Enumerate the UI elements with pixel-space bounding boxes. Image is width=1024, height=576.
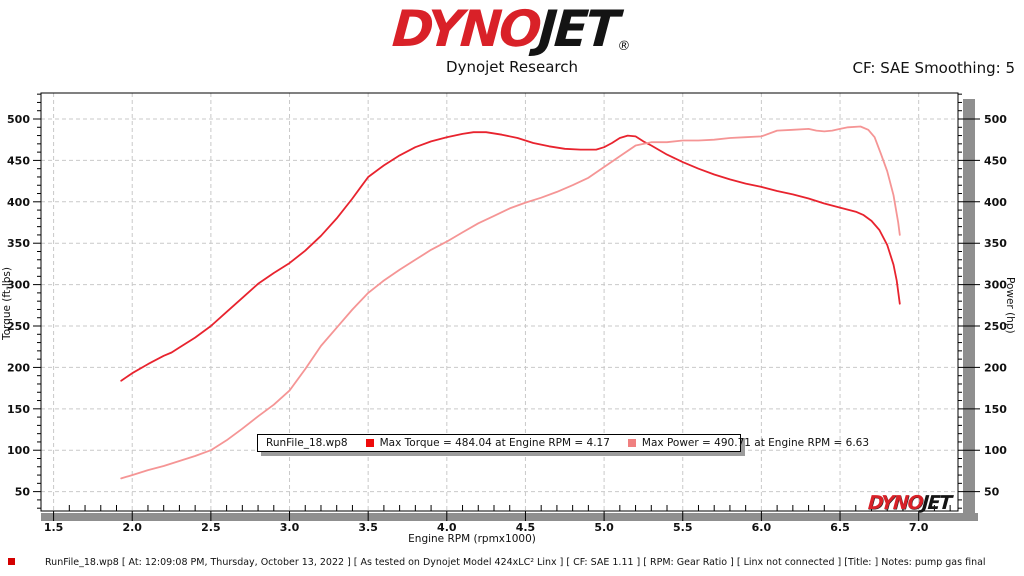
power-swatch-icon: [627, 439, 636, 447]
x-tick-label: 6.0: [752, 521, 772, 534]
status-bar: RunFile_18.wp8 [ At: 12:09:08 PM, Thursd…: [0, 552, 1024, 576]
x-tick-label: 5.5: [673, 521, 693, 534]
x-tick-label: 4.0: [437, 521, 457, 534]
zoom-scrollbars[interactable]: [41, 99, 978, 521]
torque-tick-label: 50: [15, 486, 31, 499]
torque-tick-label: 150: [7, 403, 30, 416]
torque-tick-label: 100: [7, 444, 30, 457]
power-tick-label: 200: [984, 361, 1007, 374]
y-axis-right: 50 100 150 200 250 300 350 400 450 500: [958, 93, 1007, 509]
y-axis-left: 50 100 150 200 250 300 350 400 450 500: [7, 93, 41, 509]
torque-tick-label: 500: [7, 113, 30, 126]
x-tick-label: 6.5: [830, 521, 850, 534]
torque-curve: [120, 131, 901, 382]
x-tick-label: 4.5: [516, 521, 536, 534]
power-tick-label: 150: [984, 403, 1007, 416]
x-tick-label: 1.5: [44, 521, 64, 534]
legend-torque-label: Max Torque = 484.04 at Engine RPM = 4.17: [379, 437, 610, 449]
axis-title-torque: Torque (ft-lbs): [1, 267, 13, 341]
power-tick-label: 500: [984, 113, 1007, 126]
power-tick-label: 400: [984, 196, 1007, 209]
power-tick-label: 300: [984, 279, 1007, 292]
x-tick-label: 2.0: [122, 521, 142, 534]
torque-tick-label: 450: [7, 154, 30, 167]
watermark-logo: DYNOJET: [867, 492, 952, 514]
watermark-jet-text: JET: [921, 492, 952, 514]
x-tick-label: 5.0: [594, 521, 614, 534]
x-axis: 1.5 2.0 2.5 3.0 3.5 4.0 4.5 5.0 5.5 6.0 6.5 7.0: [44, 505, 951, 534]
axis-title-rpm: Engine RPM (rpmx1000): [408, 533, 536, 545]
power-tick-label: 250: [984, 320, 1007, 333]
legend: RunFile_18.wp8 Max Torque = 484.04 at En…: [257, 434, 869, 452]
torque-tick-label: 250: [7, 320, 30, 333]
power-tick-label: 450: [984, 154, 1007, 167]
torque-tick-label: 200: [7, 361, 30, 374]
legend-power-label: Max Power = 490.71 at Engine RPM = 6.63: [641, 437, 870, 449]
horizontal-scrollbar[interactable]: [41, 513, 978, 521]
x-tick-label: 7.0: [909, 521, 929, 534]
research-subtitle: Dynojet Research: [446, 58, 578, 76]
torque-tick-label: 400: [7, 196, 30, 209]
plot-area: [40, 92, 959, 512]
torque-tick-label: 300: [7, 279, 30, 292]
axis-title-power: Power (hp): [1004, 276, 1016, 334]
torque-tick-label: 350: [7, 237, 30, 250]
power-tick-label: 50: [984, 486, 1000, 499]
power-tick-label: 350: [984, 237, 1007, 250]
x-tick-label: 2.5: [201, 521, 221, 534]
status-text: RunFile_18.wp8 [ At: 12:09:08 PM, Thursd…: [45, 557, 986, 568]
x-tick-label: 3.5: [358, 521, 378, 534]
x-tick-label: 3.0: [280, 521, 300, 534]
watermark-dyno-text: DYNO: [867, 492, 923, 514]
power-tick-label: 100: [984, 444, 1007, 457]
run-color-bullet-icon: [8, 558, 15, 565]
smoothing-label: CF: SAE Smoothing: 5: [852, 59, 1015, 77]
legend-file-label: RunFile_18.wp8: [266, 437, 348, 449]
torque-swatch-icon: [365, 439, 374, 447]
power-curve: [120, 125, 901, 480]
vertical-scrollbar[interactable]: [963, 99, 975, 513]
